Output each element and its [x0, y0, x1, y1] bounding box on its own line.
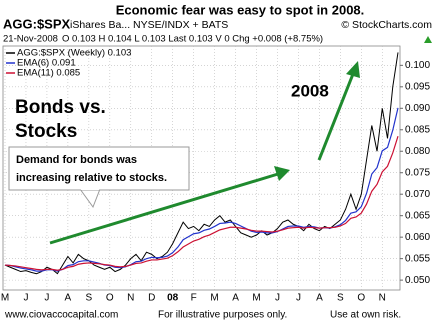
y-tick-label: 0.090 — [405, 103, 430, 114]
x-tick-label: O — [357, 293, 365, 304]
y-tick-label: 0.070 — [405, 189, 430, 200]
footer-text: For illustrative purposes only. — [158, 310, 287, 321]
y-tick-label: 0.050 — [405, 275, 430, 286]
x-tick-label: S — [86, 293, 93, 304]
y-tick-label: 0.060 — [405, 232, 430, 243]
x-tick-label: J — [275, 293, 280, 304]
source: © StockCharts.com — [341, 19, 432, 31]
x-tick-label: J — [23, 293, 28, 304]
x-tick-label: N — [127, 293, 134, 304]
y-tick-label: 0.055 — [405, 253, 430, 264]
x-tick-label: J — [44, 293, 49, 304]
x-tick-label: M — [1, 293, 9, 304]
callout-text: Demand for bonds was — [16, 154, 137, 166]
quote-info: O 0.103 H 0.104 L 0.103 Last 0.103 V 0 C… — [62, 34, 323, 45]
callout-pointer — [79, 188, 101, 209]
x-tick-label: A — [65, 293, 72, 304]
legend-label: EMA(11) 0.085 — [17, 68, 80, 79]
trend-arrow — [49, 172, 279, 245]
symbol: AGG:$SPX — [3, 16, 71, 31]
x-tick-label: D — [148, 293, 155, 304]
up-indicator — [424, 36, 432, 43]
arrow-head — [346, 61, 360, 78]
headline: Stocks — [15, 121, 77, 142]
callout-box — [8, 146, 190, 191]
trend-arrow — [317, 73, 355, 161]
x-tick-label: F — [191, 293, 197, 304]
description: iShares Ba... NYSE/INDX + BATS — [70, 19, 228, 31]
x-tick-label: M — [210, 293, 218, 304]
x-tick-label: M — [252, 293, 260, 304]
annotations: Bonds vs. Stocks 2008 Demand for bonds w… — [8, 61, 360, 245]
legend-label: AGG:$SPX (Weekly) 0.103 — [17, 48, 131, 59]
x-tick-label: J — [296, 293, 301, 304]
x-tick-label: A — [316, 293, 323, 304]
chart-title: Economic fear was easy to spot in 2008. — [116, 2, 365, 17]
legend-label: EMA(6) 0.091 — [17, 58, 76, 69]
y-tick-label: 0.065 — [405, 210, 430, 221]
footer-text: www.ciovaccocapital.com — [4, 310, 118, 321]
y-tick-label: 0.085 — [405, 124, 430, 135]
callout-text: increasing relative to stocks. — [16, 172, 167, 184]
series-line — [4, 136, 399, 271]
x-tick-label: N — [379, 293, 386, 304]
x-tick-label: 08 — [167, 293, 179, 304]
date: 21-Nov-2008 — [3, 34, 58, 45]
headline: Bonds vs. — [15, 97, 106, 118]
year-label: 2008 — [291, 81, 329, 100]
series-line — [4, 52, 399, 275]
footer-text: Use at own risk. — [330, 310, 401, 321]
x-tick-label: A — [232, 293, 239, 304]
x-tick-label: O — [106, 293, 114, 304]
arrow-head — [274, 166, 290, 181]
y-tick-label: 0.075 — [405, 167, 430, 178]
y-tick-label: 0.100 — [405, 60, 430, 71]
x-tick-label: S — [337, 293, 344, 304]
y-tick-label: 0.095 — [405, 81, 430, 92]
y-tick-label: 0.080 — [405, 146, 430, 157]
